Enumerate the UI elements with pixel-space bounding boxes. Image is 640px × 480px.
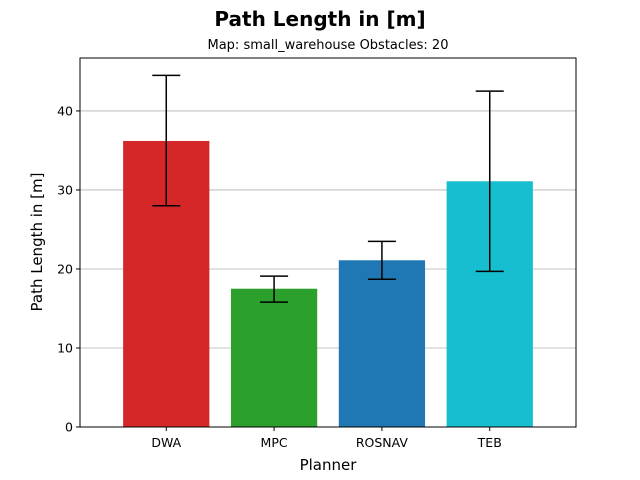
plot-area-frame [79,57,577,428]
error-bars [152,74,504,303]
x-tick-label: DWA [151,435,181,450]
chart-title: Path Length in [m] [214,7,425,31]
chart-subtitle: Map: small_warehouse Obstacles: 20 [208,38,449,53]
y-tick-label: 30 [57,182,73,197]
x-axis-ticks: DWA MPC ROSNAV TEB [151,427,502,450]
y-tick-label: 40 [57,103,73,118]
x-tick-label: ROSNAV [356,435,409,450]
bars [123,140,533,427]
y-axis-label: Path Length in [m] [28,173,46,312]
bar-mpc [230,288,318,427]
x-axis-label: Planner [300,456,358,474]
x-tick-label: MPC [261,435,288,450]
y-tick-label: 10 [57,340,73,355]
bar-rosnav [338,260,426,427]
x-tick-label: TEB [477,435,502,450]
y-tick-label: 0 [65,420,73,435]
y-tick-label: 20 [57,261,73,276]
y-axis-ticks: 0 10 20 30 40 [57,103,80,435]
